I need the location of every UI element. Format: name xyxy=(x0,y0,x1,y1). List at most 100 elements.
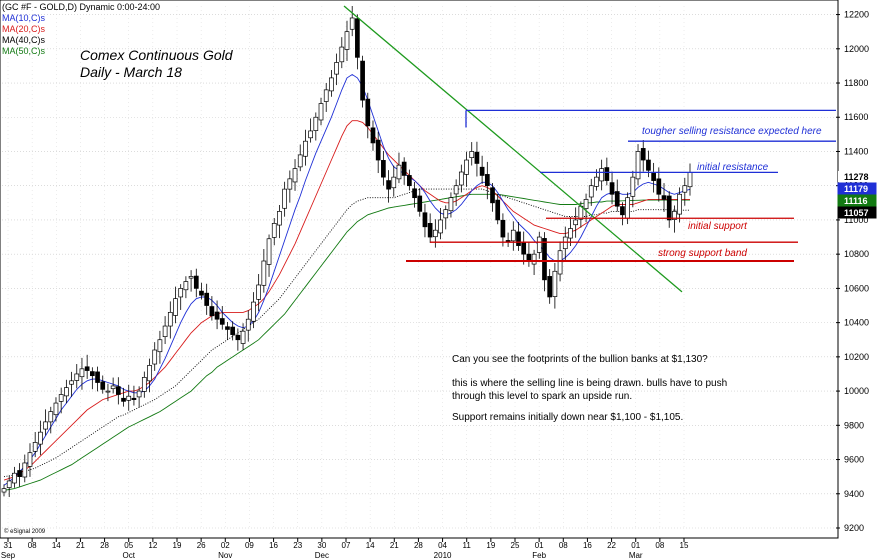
price-badge-label: 11179 xyxy=(844,184,868,194)
candle xyxy=(219,306,225,330)
candle-body xyxy=(105,390,111,393)
candle xyxy=(271,218,277,246)
candle-body xyxy=(141,377,147,392)
candle-body xyxy=(490,187,495,204)
candle xyxy=(157,330,163,364)
candle xyxy=(438,207,443,240)
candle xyxy=(495,194,501,225)
candle xyxy=(552,262,558,309)
y-tick-label: 10600 xyxy=(844,283,869,293)
candle-body xyxy=(666,195,672,221)
candle-body xyxy=(167,312,173,327)
candle-body xyxy=(630,176,636,197)
candle-body xyxy=(672,211,677,220)
candle-body xyxy=(594,176,599,187)
candle-body xyxy=(438,219,443,234)
comment-selling-line-2: through this level to spark an upside ru… xyxy=(452,391,632,402)
ma40-line xyxy=(3,188,690,478)
candle-body xyxy=(375,139,381,161)
candle xyxy=(562,226,568,262)
price-badge-label: 11278 xyxy=(844,172,869,182)
candle xyxy=(32,431,38,458)
x-tick-label: 31 xyxy=(4,541,13,550)
candle-body xyxy=(568,228,573,239)
candle xyxy=(95,366,100,392)
candle-body xyxy=(521,242,527,255)
candle xyxy=(115,377,121,405)
candle xyxy=(303,129,308,166)
candle-body xyxy=(277,211,282,226)
candle xyxy=(349,6,355,37)
candle xyxy=(484,161,490,200)
candle xyxy=(89,367,95,390)
y-tick-label: 9200 xyxy=(844,523,864,533)
candle xyxy=(479,155,485,184)
candle-body xyxy=(199,290,204,296)
y-tick-label: 10800 xyxy=(844,249,869,259)
x-tick-label: 19 xyxy=(173,541,182,550)
price-badge-bg xyxy=(837,206,877,219)
candle xyxy=(79,357,85,390)
candle xyxy=(370,120,376,151)
candle xyxy=(58,387,64,414)
candle xyxy=(297,144,303,172)
candle xyxy=(583,193,589,223)
candle-body xyxy=(495,199,501,221)
candle xyxy=(162,316,168,345)
x-tick-label: 08 xyxy=(655,541,664,550)
candle xyxy=(64,379,69,404)
candle xyxy=(666,191,672,228)
candle-body xyxy=(183,281,189,291)
candle-body xyxy=(588,185,594,198)
candle-body xyxy=(115,386,121,395)
candle-body xyxy=(58,394,64,402)
candle xyxy=(630,170,636,208)
candle-body xyxy=(620,206,625,216)
candle-body xyxy=(370,127,376,144)
price-badge-label: 11116 xyxy=(844,196,868,206)
y-tick-label: 11000 xyxy=(844,215,868,225)
x-tick-label: 12 xyxy=(148,541,157,550)
candle-body xyxy=(64,387,69,397)
candle-body xyxy=(17,470,22,478)
candle xyxy=(209,296,215,321)
candle-body xyxy=(318,103,324,121)
candle xyxy=(516,221,521,251)
candle-body xyxy=(240,330,246,344)
candle xyxy=(193,268,199,298)
x-tick-label: 05 xyxy=(124,541,133,550)
x-tick-label: 01 xyxy=(535,541,544,550)
candle-body xyxy=(121,397,126,402)
annotation-initial-resistance: initial resistance xyxy=(697,162,769,173)
candle xyxy=(110,377,116,394)
candle-body xyxy=(214,311,220,320)
month-label: Oct xyxy=(122,551,135,560)
candle xyxy=(640,140,646,172)
candle xyxy=(391,165,397,197)
price-badge-bg xyxy=(838,171,876,182)
candle-body xyxy=(412,188,417,199)
candle-body xyxy=(1,488,7,493)
candle xyxy=(167,301,173,339)
candle-body xyxy=(329,77,334,92)
x-tick-label: 28 xyxy=(100,541,109,550)
month-label: Mar xyxy=(629,551,643,560)
candle xyxy=(84,354,90,379)
candle xyxy=(173,286,178,324)
candle xyxy=(282,181,287,217)
candle xyxy=(334,53,339,86)
candle xyxy=(214,300,220,330)
candle xyxy=(38,420,43,456)
y-tick-label: 12000 xyxy=(844,44,869,54)
candle xyxy=(292,159,298,191)
candle-body xyxy=(349,17,355,30)
candle xyxy=(620,202,625,226)
candle xyxy=(225,321,230,340)
candle-body xyxy=(126,395,132,401)
x-tick-label: 21 xyxy=(390,541,399,550)
candle xyxy=(100,375,106,394)
candle xyxy=(318,97,324,126)
chart-title-line1: Comex Continuous Gold xyxy=(80,47,234,63)
